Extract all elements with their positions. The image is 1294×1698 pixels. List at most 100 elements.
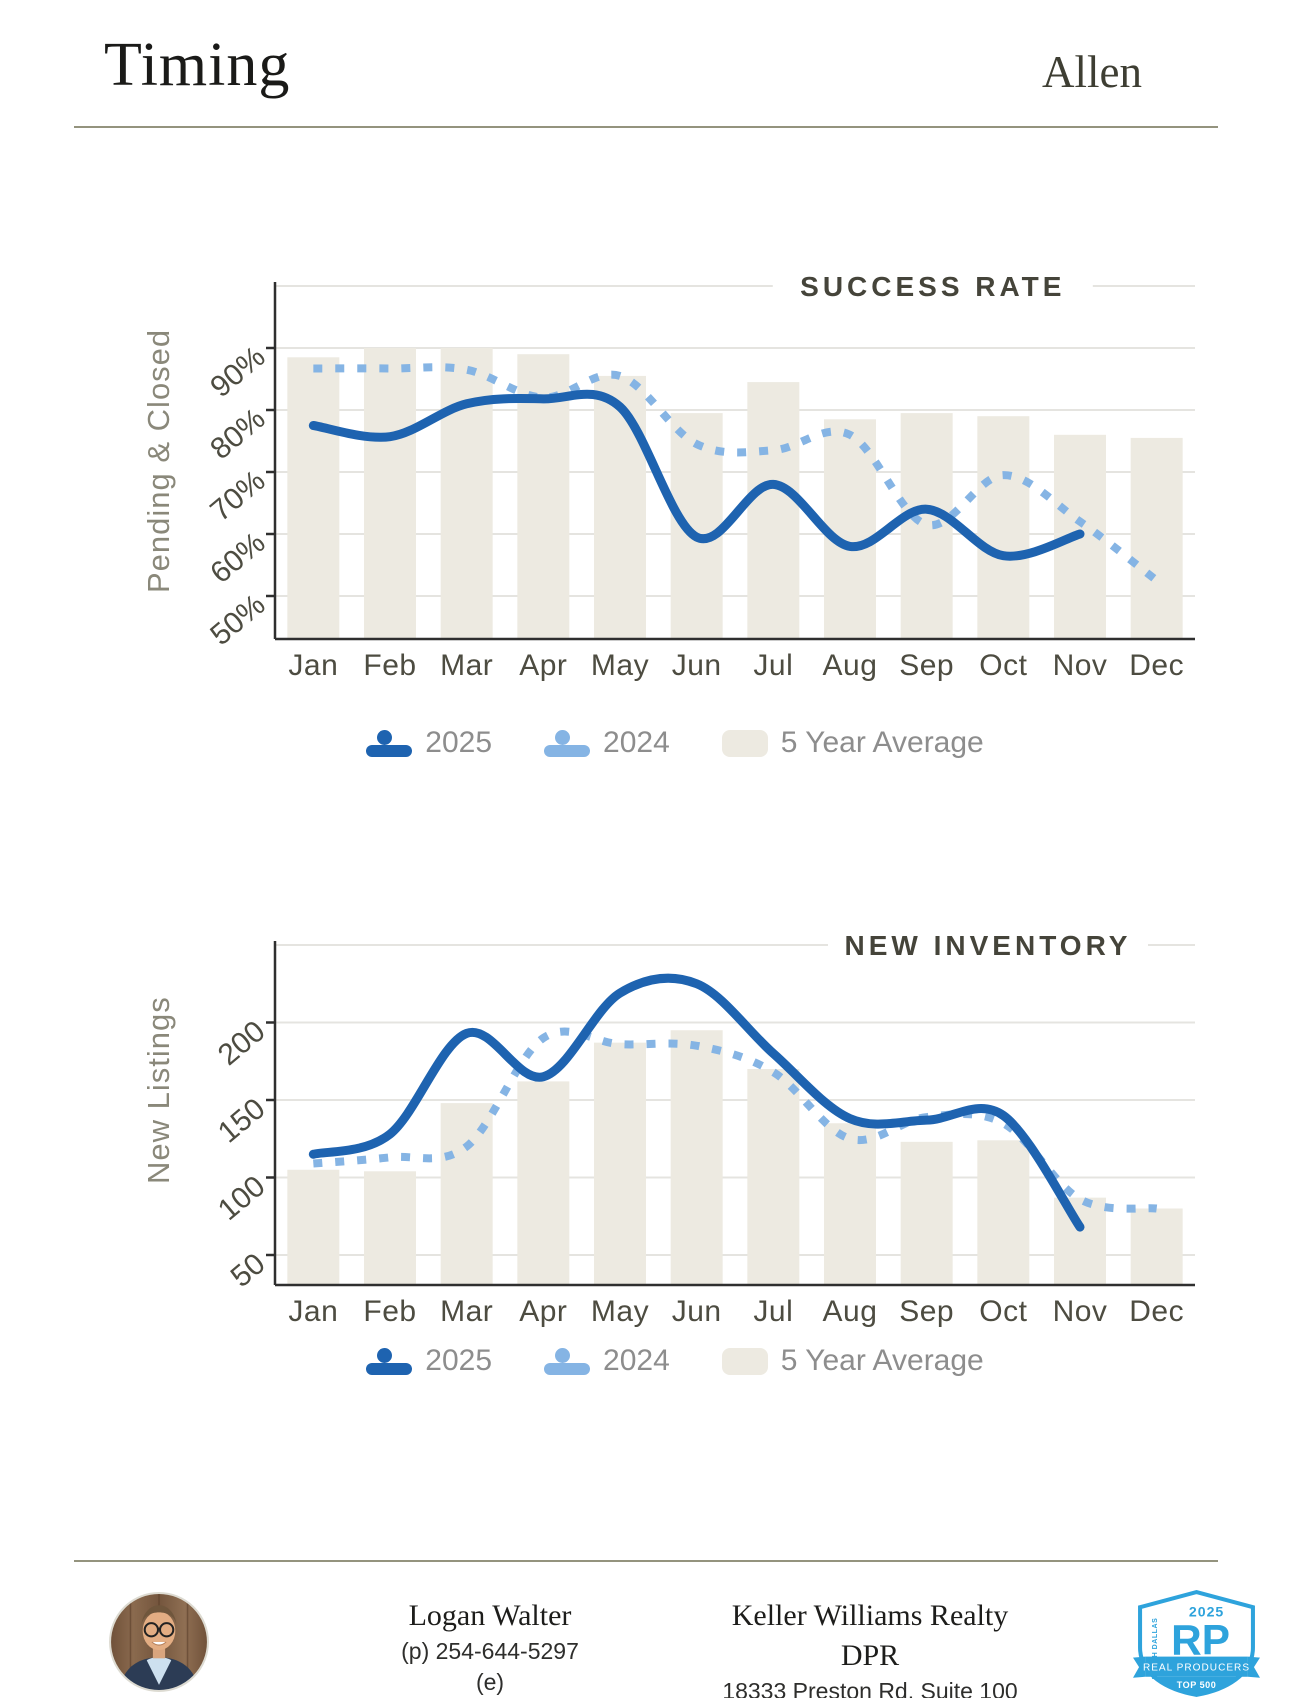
office-address-line1: 18333 Preston Rd. Suite 100 (722, 1678, 1018, 1698)
x-tick-label-Dec: Dec (1129, 649, 1184, 682)
y-tick-label: 80% (204, 402, 271, 466)
x-tick-label-Dec: Dec (1129, 1295, 1184, 1328)
y-tick-label: 90% (204, 340, 271, 404)
new-inventory-legend: 2025 2024 5 Year Average (175, 1344, 1235, 1378)
avg-bar-Sep (900, 1141, 953, 1285)
x-tick-label-Aug: Aug (823, 1295, 878, 1328)
line-2024-marker-icon (544, 729, 591, 757)
page-title: Timing (104, 31, 291, 99)
line-2025-marker-icon (366, 1347, 413, 1375)
agent-name: Logan Walter (408, 1599, 572, 1632)
average-marker-icon (721, 729, 768, 757)
avg-bar-Feb (364, 1171, 416, 1285)
x-tick-label-Jul: Jul (753, 649, 793, 682)
avg-bar-Dec (1130, 437, 1183, 639)
x-tick-label-Jul: Jul (753, 1295, 793, 1328)
x-tick-label-Oct: Oct (979, 649, 1027, 682)
avg-bar-Jun (670, 413, 723, 639)
real-producers-badge: 2025 NORTH DALLAS RP REAL PRODUCERS TOP … (1133, 1590, 1260, 1697)
avg-bar-Oct (977, 416, 1030, 639)
y-tick-label: 60% (204, 526, 271, 590)
avg-bar-Apr (517, 1081, 570, 1285)
avg-bar-Nov (1054, 1197, 1106, 1285)
avg-bar-Jul (747, 1069, 800, 1285)
legend-label-2025: 2025 (425, 1344, 493, 1377)
x-tick-label-May: May (591, 649, 649, 682)
legend-item-2025: 2025 (366, 1344, 492, 1378)
avg-bar-Sep (900, 413, 953, 639)
footer-divider (74, 1560, 1218, 1562)
avg-bar-Jul (747, 382, 800, 639)
x-tick-label-Nov: Nov (1053, 649, 1108, 682)
legend-item-2024: 2024 (544, 1344, 670, 1378)
legend-label-2024: 2024 (603, 726, 670, 759)
avg-bar-Jan (287, 1169, 340, 1285)
avg-bar-May (594, 375, 646, 639)
x-tick-label-Feb: Feb (363, 1295, 416, 1328)
x-tick-label-Feb: Feb (363, 649, 416, 682)
avg-bar-May (594, 1042, 646, 1285)
badge-tier: TOP 500 (1177, 1680, 1216, 1690)
y-tick-label: 100 (212, 1170, 272, 1227)
legend-label-average: 5 Year Average (780, 726, 984, 759)
y-tick-label: 70% (204, 464, 271, 528)
avg-bar-Aug (824, 1123, 876, 1285)
avg-bar-Jan (287, 357, 340, 639)
agent-photo (109, 1592, 209, 1692)
office-block: Keller Williams Realty DPR 18333 Preston… (700, 1596, 1040, 1698)
new-inventory-y-axis-label: New Listings (141, 996, 176, 1184)
x-tick-label-Apr: Apr (519, 649, 567, 682)
x-tick-label-Apr: Apr (519, 1295, 567, 1328)
badge-banner: REAL PRODUCERS (1143, 1663, 1250, 1674)
header-divider (74, 126, 1218, 128)
agent-email: (e) loganalexanderwalter@gmail.com (475, 1669, 505, 1695)
success-rate-y-axis-label: Pending & Closed (141, 328, 176, 594)
x-tick-label-Nov: Nov (1053, 1295, 1108, 1328)
x-tick-label-Aug: Aug (823, 649, 878, 682)
x-tick-label-May: May (591, 1295, 649, 1328)
x-tick-label-Jan: Jan (288, 1295, 338, 1328)
office-name: Keller Williams Realty DPR (731, 1599, 1009, 1672)
line-2024 (313, 363, 1160, 584)
legend-item-average: 5 Year Average (721, 1344, 984, 1378)
avg-bar-Oct (977, 1140, 1030, 1285)
average-marker-icon (721, 1347, 768, 1375)
badge-year: 2025 (1189, 1603, 1224, 1619)
x-tick-label-Sep: Sep (899, 1295, 954, 1328)
legend-label-2024: 2024 (603, 1344, 670, 1377)
y-tick-label: 50% (204, 588, 271, 652)
agent-contact-block: Logan Walter (p) 254-644-5297 (e) logana… (320, 1596, 660, 1698)
legend-item-2024: 2024 (544, 726, 670, 760)
y-tick-label: 200 (212, 1015, 272, 1072)
page-location: Allen (1042, 47, 1142, 97)
avg-bar-Mar (440, 1103, 493, 1285)
x-tick-label-Jun: Jun (672, 649, 722, 682)
line-2025 (308, 389, 1085, 561)
avg-bar-Aug (824, 419, 876, 639)
badge-region: NORTH DALLAS (1152, 1618, 1159, 1680)
avg-bar-Jun (670, 1030, 723, 1285)
x-tick-label-Mar: Mar (440, 1295, 493, 1328)
legend-item-2025: 2025 (366, 726, 492, 760)
line-2025 (308, 973, 1085, 1232)
x-tick-label-Jan: Jan (288, 649, 338, 682)
avg-bar-Dec (1130, 1208, 1183, 1285)
legend-item-average: 5 Year Average (721, 726, 984, 760)
x-tick-label-Jun: Jun (672, 1295, 722, 1328)
five-year-average-bars (287, 348, 1183, 639)
line-2025-marker-icon (366, 729, 413, 757)
badge-brand: RP (1171, 1617, 1230, 1664)
legend-label-average: 5 Year Average (780, 1344, 984, 1377)
x-tick-label-Sep: Sep (899, 649, 954, 682)
success-rate-legend: 2025 2024 5 Year Average (175, 726, 1235, 760)
legend-label-2025: 2025 (425, 726, 493, 759)
chart-title: NEW INVENTORY (845, 930, 1132, 961)
x-tick-label-Mar: Mar (440, 649, 493, 682)
line-2024-marker-icon (544, 1347, 591, 1375)
avg-bar-Mar (440, 348, 493, 639)
agent-phone: (p) 254-644-5297 (401, 1638, 579, 1664)
avg-bar-Feb (364, 348, 416, 639)
success-rate-chart: 90%80%70%60%50% Jan Feb Mar Apr May Jun Jul Aug S… (204, 267, 1195, 682)
x-tick-label-Oct: Oct (979, 1295, 1027, 1328)
